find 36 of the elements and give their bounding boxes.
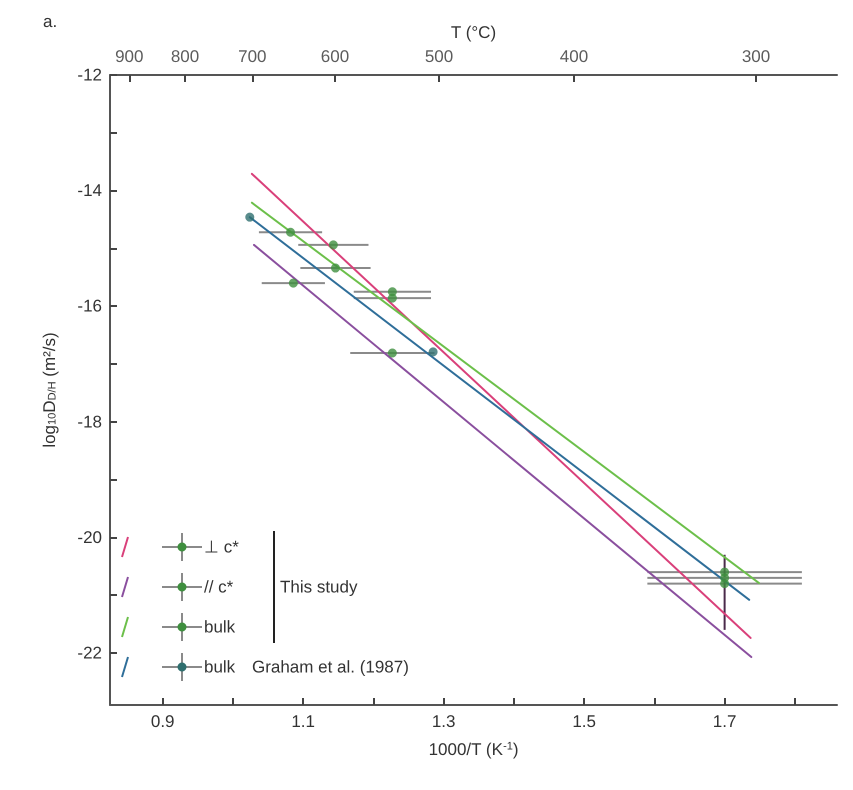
y-tick-label: -20 bbox=[77, 528, 102, 547]
point bbox=[286, 228, 296, 237]
point bbox=[288, 278, 298, 288]
x2-axis-title: T (°C) bbox=[450, 23, 496, 42]
y-tick-label: -22 bbox=[77, 643, 102, 662]
annotation: Graham et al. (1987) bbox=[252, 658, 409, 676]
annotation: This study bbox=[280, 578, 358, 596]
y-axis-title: log10DD/H (m²/s) bbox=[40, 332, 59, 448]
x-tick-label: 1.5 bbox=[572, 712, 596, 731]
legend-label: bulk bbox=[204, 618, 236, 636]
point bbox=[720, 573, 730, 582]
text: 500 bbox=[424, 47, 454, 66]
point bbox=[330, 264, 340, 273]
chart-title: a. bbox=[43, 12, 58, 31]
text: 600 bbox=[320, 47, 350, 66]
x-tick-label: 0.9 bbox=[150, 712, 174, 731]
text: 900 bbox=[115, 47, 144, 66]
point bbox=[328, 240, 338, 250]
text: 800 bbox=[170, 47, 200, 66]
y-tick-label: -12 bbox=[77, 66, 102, 84]
x-tick-label: 1.1 bbox=[291, 712, 315, 731]
point bbox=[388, 348, 397, 358]
y-tick-label: -18 bbox=[77, 412, 102, 432]
legend-label: // c* bbox=[204, 578, 234, 596]
y-tick-label: -14 bbox=[77, 181, 102, 200]
legend-label: ⊥ c* bbox=[204, 538, 240, 556]
text: 400 bbox=[560, 47, 588, 66]
x-tick-label: 1.3 bbox=[432, 712, 456, 731]
point bbox=[245, 212, 254, 222]
legend-label: bulk bbox=[204, 658, 236, 676]
point bbox=[388, 294, 397, 303]
x-tick-label: 1.7 bbox=[712, 712, 736, 731]
text: 700 bbox=[238, 47, 266, 66]
y-tick-label: -16 bbox=[77, 296, 102, 316]
point bbox=[428, 347, 438, 356]
text: 300 bbox=[742, 47, 770, 66]
